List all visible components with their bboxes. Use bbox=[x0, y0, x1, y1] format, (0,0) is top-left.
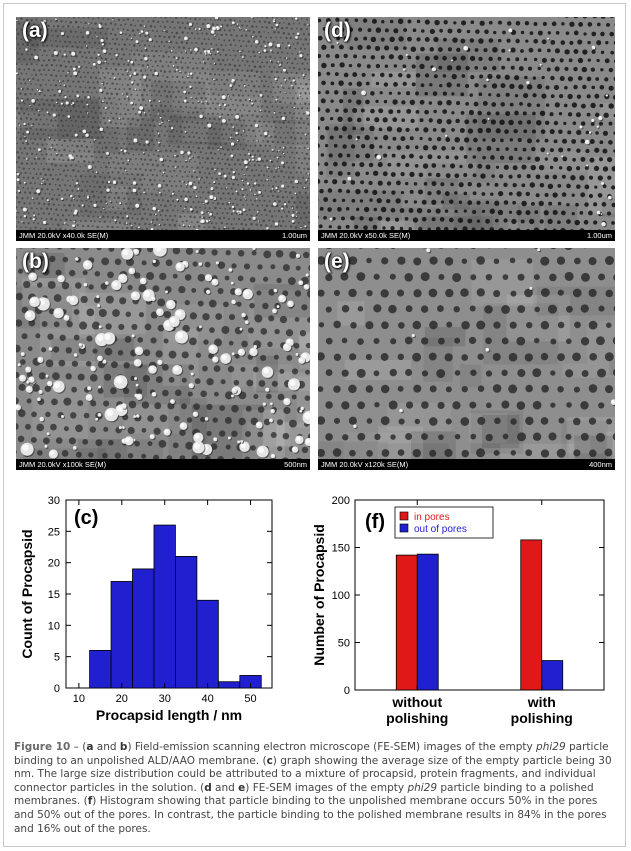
y-axis-label-c: Count of Procapsid bbox=[19, 529, 35, 658]
sem-image-b: (b) JMM 20.0kV x100k SE(M) 500nm bbox=[16, 248, 310, 470]
category-label-1: with polishing bbox=[511, 694, 573, 726]
bar-1-0 bbox=[520, 539, 543, 691]
caption-part: particle binding to a polished membranes… bbox=[14, 781, 594, 808]
y-tick-label-f-1: 50 bbox=[338, 638, 350, 650]
sem-info-bar-e: JMM 20.0kV x120k SE(M) 400nm bbox=[318, 459, 615, 470]
x-tick-label-c-3: 40 bbox=[202, 693, 214, 705]
caption-part: – ( bbox=[70, 741, 87, 753]
scale-label-e: 400nm bbox=[589, 460, 612, 469]
x-axis-label-c: Procapsid length / nm bbox=[96, 707, 242, 723]
sem-image-d: (d) JMM 20.0kV x50.0k SE(M) 1.00um bbox=[318, 17, 615, 241]
scale-label-d: 1.00um bbox=[586, 231, 612, 240]
x-tick-label-c-1: 20 bbox=[116, 693, 128, 705]
histogram-chart-c: 10 20 30 40 50 0 5 10 15 20 25 30 (c) Procapsid lengt… bbox=[19, 495, 273, 723]
panel-label-a: (a) bbox=[22, 19, 48, 42]
hist-bar-3 bbox=[153, 524, 176, 689]
x-tick-label-c-4: 50 bbox=[244, 693, 256, 705]
y-tick-label-f-4: 200 bbox=[332, 495, 350, 507]
y-tick-label-c-6: 30 bbox=[48, 495, 60, 507]
figure-label: Figure 10 bbox=[14, 741, 71, 753]
caption-part: c bbox=[266, 754, 273, 767]
caption-part: f bbox=[87, 795, 93, 808]
y-tick-label-c-0: 0 bbox=[54, 683, 60, 695]
bar-0-0 bbox=[395, 554, 418, 691]
y-tick-label-c-2: 10 bbox=[48, 620, 60, 632]
y-tick-label-f-3: 150 bbox=[332, 543, 350, 555]
caption-part: ) graph showing the average size of the … bbox=[14, 754, 612, 794]
caption-part: and bbox=[211, 781, 239, 794]
scale-label-b: 500nm bbox=[284, 460, 307, 469]
caption-part: phi29 bbox=[407, 781, 438, 794]
panel-label-b: (b) bbox=[22, 250, 49, 273]
caption-part: d bbox=[204, 781, 212, 794]
panel-label-e: (e) bbox=[324, 250, 350, 273]
bar-1-1 bbox=[541, 660, 564, 691]
caption-part: particle binding to an unpolished ALD/AA… bbox=[14, 741, 609, 767]
y-tick-label-c-3: 15 bbox=[48, 589, 60, 601]
caption-part: e bbox=[238, 781, 246, 794]
y-tick-label-f-0: 0 bbox=[344, 685, 350, 697]
sem-texture-a bbox=[16, 17, 310, 241]
y-axis-label-f: Number of Procapsid bbox=[311, 524, 327, 666]
caption-part: b bbox=[119, 741, 128, 753]
caption-part: and bbox=[93, 741, 120, 753]
bar-chart-f: without polishing with polishing 0 50 100 150 20… bbox=[311, 495, 605, 726]
sem-image-e: (e) JMM 20.0kV x120k SE(M) 400nm bbox=[318, 248, 615, 470]
caption-part: ) Field-emission scanning electron micro… bbox=[127, 741, 537, 753]
sem-texture-b bbox=[16, 248, 310, 470]
x-tick-label-c-2: 30 bbox=[159, 693, 171, 705]
caption-part: ) FE-SEM images of the empty bbox=[245, 781, 408, 794]
legend-label-0: in pores bbox=[414, 512, 450, 523]
hist-bar-4 bbox=[175, 556, 198, 689]
panel-label-c: (c) bbox=[74, 507, 98, 529]
sem-texture-e bbox=[318, 248, 615, 470]
caption-part: a bbox=[86, 741, 94, 753]
y-tick-label-f-2: 100 bbox=[332, 590, 350, 602]
figure-caption: Figure 10 – (a and b) Field-emission sca… bbox=[14, 741, 618, 836]
sem-info-d: JMM 20.0kV x50.0k SE(M) bbox=[321, 231, 411, 240]
hist-bar-2 bbox=[132, 568, 155, 689]
sem-info-b: JMM 20.0kV x100k SE(M) bbox=[19, 460, 107, 469]
bar-0-1 bbox=[416, 553, 439, 691]
sem-info-a: JMM 20.0kV x40.0k SE(M) bbox=[19, 231, 109, 240]
y-tick-label-c-5: 25 bbox=[48, 526, 60, 538]
caption-part: ) Histogram showing that particle bindin… bbox=[14, 795, 607, 835]
hist-bar-0 bbox=[89, 649, 112, 689]
legend-swatch-1 bbox=[399, 523, 409, 533]
sem-info-e: JMM 20.0kV x120k SE(M) bbox=[321, 460, 409, 469]
panel-label-f: (f) bbox=[365, 511, 385, 533]
hist-bar-6 bbox=[217, 681, 241, 689]
sem-info-bar-a: JMM 20.0kV x40.0k SE(M) 1.00um bbox=[16, 230, 310, 241]
y-tick-label-c-1: 5 bbox=[54, 652, 60, 664]
category-label-0: without polishing bbox=[386, 694, 448, 726]
legend-box bbox=[394, 506, 494, 539]
scale-label-a: 1.00um bbox=[281, 231, 307, 240]
caption-part: phi29 bbox=[536, 741, 566, 753]
legend-label-1: out of pores bbox=[414, 524, 467, 535]
x-tick-label-c-0: 10 bbox=[73, 693, 85, 705]
hist-bar-5 bbox=[196, 599, 219, 689]
sem-info-bar-d: JMM 20.0kV x50.0k SE(M) 1.00um bbox=[318, 230, 615, 241]
hist-bar-1 bbox=[110, 581, 133, 689]
figure-frame bbox=[3, 3, 626, 847]
legend-swatch-0 bbox=[399, 511, 409, 521]
sem-texture-d bbox=[318, 17, 615, 241]
y-tick-label-c-4: 20 bbox=[48, 558, 60, 570]
sem-info-bar-b: JMM 20.0kV x100k SE(M) 500nm bbox=[16, 459, 310, 470]
panel-label-d: (d) bbox=[324, 19, 351, 42]
sem-image-a: (a) JMM 20.0kV x40.0k SE(M) 1.00um bbox=[16, 17, 310, 241]
